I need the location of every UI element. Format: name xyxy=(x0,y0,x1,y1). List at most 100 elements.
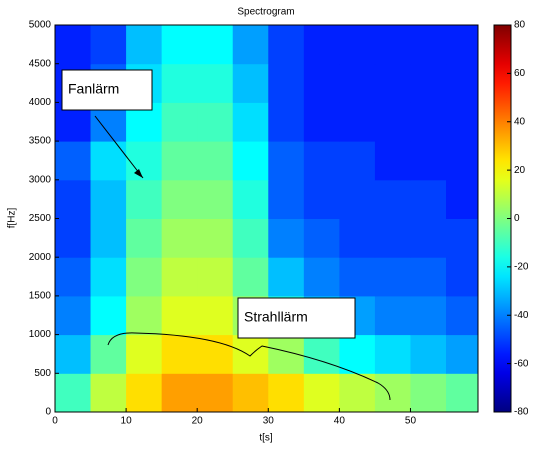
cell xyxy=(232,179,269,219)
cell xyxy=(55,295,92,336)
cell xyxy=(55,25,92,65)
cell xyxy=(232,334,269,374)
cell xyxy=(197,102,234,142)
cell xyxy=(410,179,447,219)
y-tick-label: 500 xyxy=(34,368,51,379)
x-tick-label: 50 xyxy=(405,416,417,427)
cell xyxy=(303,25,340,65)
y-tick-label: 3500 xyxy=(29,136,52,147)
y-axis-label: f[Hz] xyxy=(7,208,18,229)
cell xyxy=(303,334,340,374)
cell xyxy=(55,179,92,219)
y-tick-label: 2000 xyxy=(29,252,52,263)
x-tick-label: 30 xyxy=(263,416,275,427)
cell xyxy=(303,373,340,413)
cell xyxy=(339,102,376,142)
cell xyxy=(410,295,447,336)
cell xyxy=(303,179,340,219)
cell xyxy=(90,257,127,297)
cell xyxy=(197,295,234,336)
cell xyxy=(90,295,127,336)
cell xyxy=(339,179,376,219)
cell xyxy=(303,218,340,258)
cell xyxy=(410,25,447,65)
cell xyxy=(161,334,198,374)
cell xyxy=(303,257,340,297)
y-tick-label: 1000 xyxy=(29,329,52,340)
cell xyxy=(90,25,127,65)
cell xyxy=(268,63,305,103)
cell xyxy=(126,257,163,297)
cell xyxy=(374,218,411,258)
cell xyxy=(126,141,163,181)
y-tick-label: 1500 xyxy=(29,291,52,302)
cell xyxy=(55,257,92,297)
cell xyxy=(374,25,411,65)
y-tick-label: 4000 xyxy=(29,97,52,108)
cell xyxy=(268,257,305,297)
cell xyxy=(90,179,127,219)
annotation-box xyxy=(237,297,356,339)
cell xyxy=(339,25,376,65)
cell xyxy=(410,373,447,413)
cell xyxy=(268,25,305,65)
x-tick-label: 0 xyxy=(52,416,58,427)
brace xyxy=(107,332,391,401)
colorbar-tick-label: 20 xyxy=(514,165,526,176)
cell xyxy=(232,373,269,413)
cell xyxy=(90,334,127,374)
cell xyxy=(55,373,92,413)
cell xyxy=(268,373,305,413)
colorbar-tick-label: -60 xyxy=(514,358,529,369)
arrow xyxy=(94,115,144,179)
cell xyxy=(197,63,234,103)
arrow-head xyxy=(134,169,143,178)
y-tick-label: 2500 xyxy=(29,213,52,224)
cell xyxy=(126,218,163,258)
cell xyxy=(339,218,376,258)
y-tick-label: 4500 xyxy=(29,58,52,69)
cell xyxy=(446,141,479,181)
cell xyxy=(446,334,479,374)
cell xyxy=(126,25,163,65)
cell xyxy=(339,373,376,413)
colorbar-tick-label: 60 xyxy=(514,68,526,79)
cell xyxy=(410,63,447,103)
cell xyxy=(161,63,198,103)
y-tick-label: 3000 xyxy=(29,174,52,185)
cell xyxy=(161,295,198,336)
cell xyxy=(197,141,234,181)
colorbar-tick-label: 80 xyxy=(514,20,526,31)
cell xyxy=(446,25,479,65)
cell xyxy=(446,257,479,297)
colorbar-tick-label: -20 xyxy=(514,262,529,273)
x-tick-label: 40 xyxy=(334,416,346,427)
cell xyxy=(197,334,234,374)
cell xyxy=(232,257,269,297)
cell xyxy=(374,257,411,297)
cell xyxy=(303,141,340,181)
cell xyxy=(232,102,269,142)
cell xyxy=(446,63,479,103)
cell xyxy=(161,25,198,65)
cell xyxy=(410,334,447,374)
x-axis-label: t[s] xyxy=(259,433,273,444)
cell xyxy=(197,373,234,413)
cell xyxy=(232,63,269,103)
cell xyxy=(161,179,198,219)
cell xyxy=(446,179,479,219)
cell xyxy=(161,218,198,258)
cell xyxy=(161,373,198,413)
cell xyxy=(374,295,411,336)
cell xyxy=(374,334,411,374)
colorbar-tick-label: 40 xyxy=(514,116,526,127)
cell xyxy=(446,102,479,142)
cell xyxy=(374,179,411,219)
colorbar-tick-label: -40 xyxy=(514,310,529,321)
cell xyxy=(197,25,234,65)
cell xyxy=(161,102,198,142)
annotation: Strahllärm xyxy=(244,309,308,325)
cell xyxy=(374,373,411,413)
cell xyxy=(410,102,447,142)
